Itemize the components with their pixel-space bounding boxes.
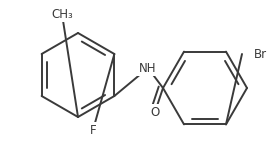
Text: F: F xyxy=(90,123,96,136)
Text: CH₃: CH₃ xyxy=(51,8,73,21)
Text: Br: Br xyxy=(254,48,267,60)
Text: NH: NH xyxy=(139,61,157,75)
Text: O: O xyxy=(150,105,160,118)
